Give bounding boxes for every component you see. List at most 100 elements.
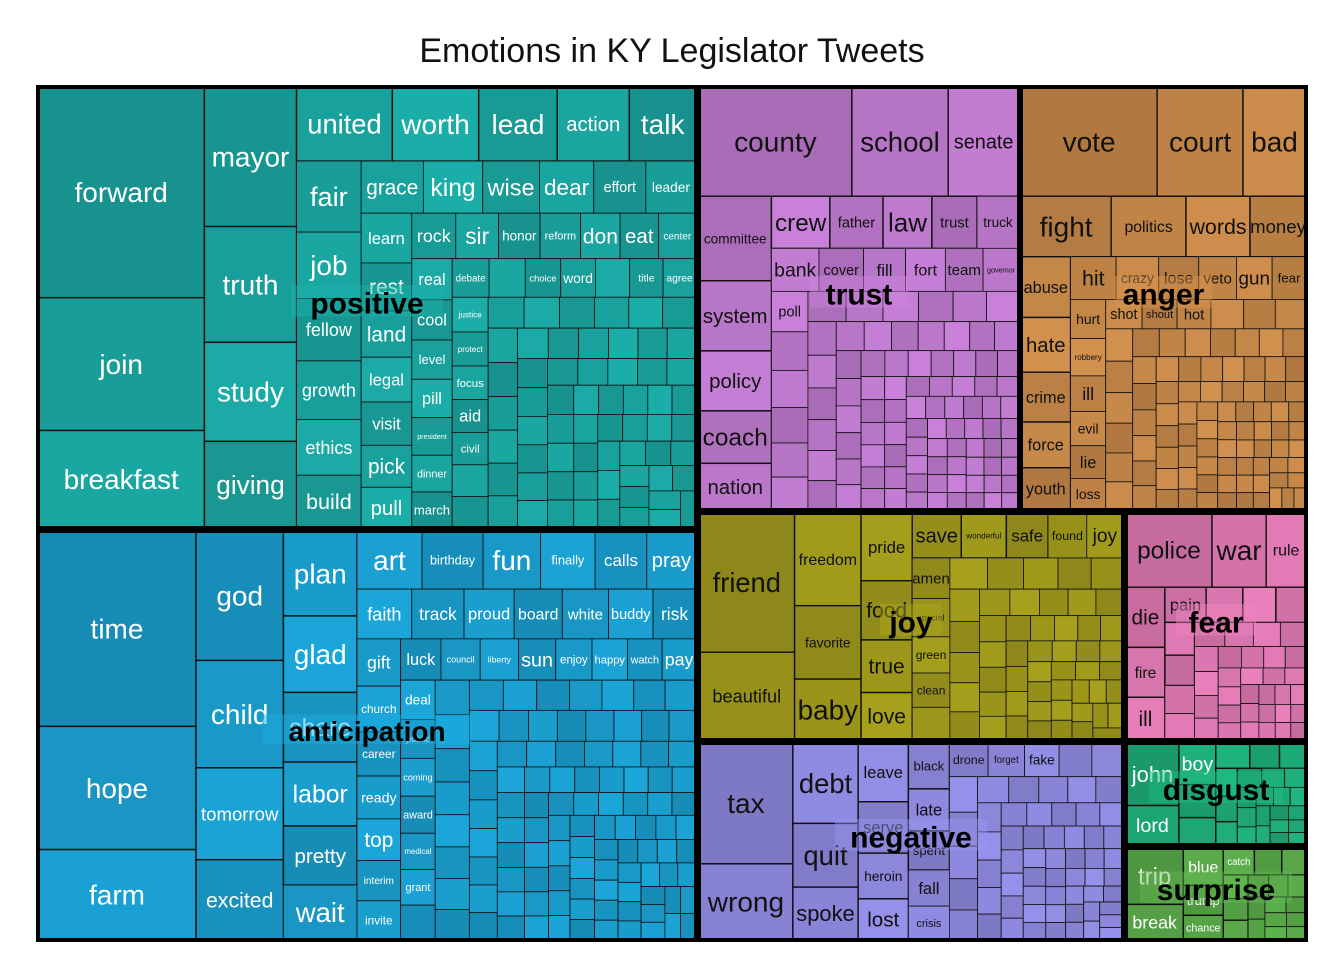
word-label: wait <box>295 897 345 928</box>
treemap-cell <box>979 615 1007 643</box>
treemap-cell <box>882 195 933 250</box>
treemap-cell <box>411 454 453 493</box>
treemap-cell <box>951 376 976 397</box>
treemap-cell <box>969 321 996 352</box>
word-label: cover <box>824 263 860 279</box>
word-label: policy <box>709 371 762 393</box>
treemap-cell <box>1217 646 1242 669</box>
treemap-cell <box>617 901 642 922</box>
treemap-cell <box>648 465 673 492</box>
word-label: drone <box>953 753 985 767</box>
treemap-cell <box>569 679 603 711</box>
word-label: agree <box>666 274 693 285</box>
treemap-cell <box>1000 825 1024 851</box>
treemap-cell <box>949 557 988 590</box>
treemap-cell <box>857 898 910 941</box>
word-label: beautiful <box>712 686 781 706</box>
treemap-cell <box>1255 825 1271 846</box>
word-label: public <box>406 734 430 744</box>
treemap-cell <box>1070 338 1107 377</box>
word-label: medical <box>404 847 431 856</box>
treemap-cell <box>1155 446 1179 469</box>
treemap-cell <box>1155 425 1179 448</box>
word-label: debate <box>456 273 487 284</box>
treemap-cell <box>1000 895 1024 919</box>
treemap-cell <box>1022 921 1047 941</box>
word-label: rest <box>369 276 404 299</box>
treemap-cell <box>1020 467 1072 511</box>
treemap-cell <box>578 327 609 360</box>
treemap-cell <box>37 530 197 728</box>
treemap-cell <box>1224 622 1254 648</box>
word-label: quit <box>803 840 848 871</box>
group-anger: vote court bad fight politics words money abuse… <box>1019 85 1308 512</box>
word-label: veto <box>1203 270 1232 287</box>
treemap-cell <box>1215 742 1251 770</box>
treemap-cell <box>411 378 453 419</box>
treemap-cell <box>569 814 595 837</box>
treemap-cell <box>400 757 436 797</box>
treemap-cell <box>573 471 599 501</box>
treemap-cell <box>411 588 465 640</box>
treemap-cell <box>488 258 526 298</box>
word-label: heroin <box>864 869 902 884</box>
treemap-cell <box>1196 438 1219 458</box>
treemap-cell <box>1001 474 1020 494</box>
treemap-cell <box>1099 661 1124 681</box>
treemap-cell <box>647 766 673 793</box>
treemap-cell <box>594 839 619 861</box>
treemap-cell <box>1264 356 1287 382</box>
word-label: father <box>838 215 875 231</box>
treemap-cell <box>949 878 978 911</box>
treemap-cell <box>526 740 557 768</box>
treemap-cell <box>949 711 980 741</box>
treemap-cell <box>451 365 489 400</box>
treemap-cell <box>517 444 548 474</box>
treemap-cell <box>1177 423 1198 447</box>
treemap-cell <box>496 891 525 917</box>
treemap-cell <box>946 492 967 511</box>
treemap-cell <box>1290 722 1307 741</box>
word-label: safe <box>1011 526 1043 545</box>
treemap-cell <box>884 376 907 401</box>
treemap-cell <box>1275 586 1307 624</box>
word-label: pain <box>1170 596 1201 615</box>
treemap-cell <box>203 341 298 443</box>
treemap-cell <box>640 862 660 887</box>
word-label: pray <box>652 550 692 572</box>
treemap-cell <box>860 488 886 511</box>
word-label: coach <box>703 425 768 452</box>
group-label-fear: fear <box>1188 607 1243 640</box>
treemap-cell <box>617 839 639 864</box>
treemap-cell <box>411 339 453 380</box>
word-label: team <box>947 262 981 279</box>
word-label: forward <box>75 177 168 208</box>
treemap-cell <box>1222 356 1245 382</box>
word-label: worth <box>400 109 469 140</box>
treemap-cell <box>979 641 1007 668</box>
treemap-cell <box>671 792 697 816</box>
treemap-cell <box>1132 383 1157 411</box>
treemap-cell <box>1288 401 1307 423</box>
treemap-cell <box>927 492 948 511</box>
treemap-cell <box>1105 481 1134 511</box>
treemap-cell <box>468 740 498 772</box>
treemap-cell <box>1020 195 1112 258</box>
word-label: rule <box>1273 543 1300 560</box>
group-anticipation: time hope farm god child tomorrow excited plan g… <box>36 529 698 942</box>
treemap-cell <box>884 444 907 468</box>
treemap-cell <box>1184 328 1211 358</box>
treemap-cell <box>594 919 619 941</box>
treemap-cell <box>671 413 697 442</box>
treemap-cell <box>623 766 649 793</box>
treemap-cell <box>668 740 697 768</box>
word-label: god <box>216 581 263 612</box>
word-label: robbery <box>1075 353 1102 362</box>
treemap-cell <box>524 766 551 793</box>
treemap-cell <box>482 160 540 214</box>
treemap-cell <box>949 776 978 813</box>
treemap-cell <box>1045 922 1067 941</box>
treemap-cell <box>1155 403 1179 427</box>
treemap-cell <box>946 456 967 476</box>
treemap-cell <box>569 836 595 858</box>
